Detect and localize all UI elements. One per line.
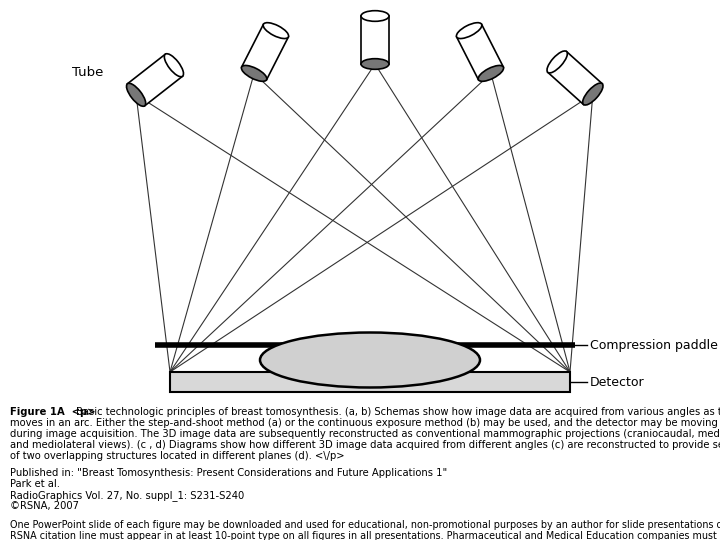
Polygon shape	[361, 16, 389, 64]
Ellipse shape	[241, 65, 267, 82]
Text: Compression paddle: Compression paddle	[590, 339, 718, 352]
Ellipse shape	[164, 53, 184, 77]
Ellipse shape	[127, 83, 145, 106]
Text: One PowerPoint slide of each figure may be downloaded and used for educational, : One PowerPoint slide of each figure may …	[10, 520, 720, 530]
Text: RSNA citation line must appear in at least 10-point type on all figures in all p: RSNA citation line must appear in at lea…	[10, 531, 720, 540]
Text: of two overlapping structures located in different planes (d). <\/p>: of two overlapping structures located in…	[10, 451, 344, 461]
Ellipse shape	[547, 51, 567, 73]
Polygon shape	[127, 54, 183, 106]
Text: and mediolateral views). (c , d) Diagrams show how different 3D image data acqui: and mediolateral views). (c , d) Diagram…	[10, 440, 720, 450]
Text: moves in an arc. Either the step-and-shoot method (a) or the continuous exposure: moves in an arc. Either the step-and-sho…	[10, 418, 720, 428]
Ellipse shape	[260, 333, 480, 388]
Text: Tube: Tube	[72, 65, 104, 78]
Text: Detector: Detector	[590, 375, 644, 388]
Ellipse shape	[456, 23, 482, 38]
Bar	[170, 372, 570, 392]
Text: during image acquisition. The 3D image data are subsequently reconstructed as co: during image acquisition. The 3D image d…	[10, 429, 720, 439]
Text: Published in: "Breast Tomosynthesis: Present Considerations and Future Applicati: Published in: "Breast Tomosynthesis: Pre…	[10, 468, 447, 478]
Ellipse shape	[264, 23, 289, 38]
Ellipse shape	[478, 65, 503, 82]
Polygon shape	[548, 51, 602, 104]
Text: RadioGraphics Vol. 27, No. suppl_1: S231-S240: RadioGraphics Vol. 27, No. suppl_1: S231…	[10, 490, 244, 501]
Text: Basic technologic principles of breast tomosynthesis. (a, b) Schemas show how im: Basic technologic principles of breast t…	[76, 407, 720, 417]
Text: ©RSNA, 2007: ©RSNA, 2007	[10, 501, 79, 511]
Polygon shape	[242, 24, 289, 80]
Ellipse shape	[361, 59, 389, 69]
Polygon shape	[456, 24, 503, 80]
Ellipse shape	[582, 83, 603, 105]
Text: Park et al.: Park et al.	[10, 479, 60, 489]
Ellipse shape	[361, 11, 389, 21]
Text: Figure 1A  <p>: Figure 1A <p>	[10, 407, 102, 417]
